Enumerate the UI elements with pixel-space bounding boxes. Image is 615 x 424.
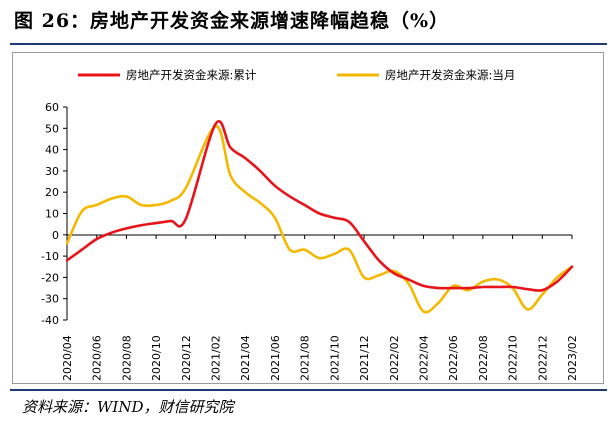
title-rule bbox=[10, 43, 607, 45]
y-tick-label: -10 bbox=[41, 250, 59, 263]
chart-frame bbox=[12, 52, 604, 384]
x-tick-label: 2021/10 bbox=[328, 335, 341, 381]
legend-label: 房地产开发资金来源:当月 bbox=[385, 68, 515, 82]
y-tick-label: -40 bbox=[41, 314, 59, 327]
x-tick-label: 2021/02 bbox=[210, 335, 223, 381]
y-tick-label: -20 bbox=[41, 271, 59, 284]
y-tick-label: 30 bbox=[45, 165, 59, 178]
x-tick-label: 2021/08 bbox=[299, 335, 312, 381]
bottom-rule bbox=[10, 389, 607, 391]
x-tick-label: 2022/02 bbox=[388, 335, 401, 381]
y-tick-label: -30 bbox=[41, 293, 59, 306]
x-tick-label: 2020/12 bbox=[180, 335, 193, 381]
series-line-cumulative bbox=[65, 120, 574, 292]
x-tick-label: 2020/06 bbox=[91, 335, 104, 381]
x-tick-label: 2020/10 bbox=[150, 335, 163, 381]
y-tick-label: 60 bbox=[45, 101, 59, 114]
y-tick-label: 20 bbox=[45, 186, 59, 199]
figure-title: 图 26：房地产开发资金来源增速降幅趋稳（%） bbox=[14, 10, 450, 32]
x-tick-label: 2022/12 bbox=[536, 335, 549, 381]
x-tick-label: 2022/08 bbox=[477, 335, 490, 381]
series-line-monthly bbox=[65, 124, 574, 314]
x-tick-label: 2021/04 bbox=[239, 335, 252, 381]
x-tick-label: 2021/12 bbox=[358, 335, 371, 381]
y-tick-label: 10 bbox=[45, 208, 59, 221]
source-note: 资料来源：WIND，财信研究院 bbox=[22, 398, 234, 416]
x-tick-label: 2020/04 bbox=[61, 335, 74, 381]
y-tick-label: 40 bbox=[45, 144, 59, 157]
x-tick-label: 2023/02 bbox=[566, 335, 579, 381]
x-tick-label: 2021/06 bbox=[269, 335, 282, 381]
x-tick-label: 2022/04 bbox=[417, 335, 430, 381]
y-tick-label: 50 bbox=[45, 122, 59, 135]
x-tick-label: 2020/08 bbox=[120, 335, 133, 381]
legend-label: 房地产开发资金来源:累计 bbox=[126, 68, 257, 82]
x-tick-label: 2022/10 bbox=[507, 335, 520, 381]
y-tick-label: 0 bbox=[52, 229, 59, 242]
x-tick-label: 2022/06 bbox=[447, 335, 460, 381]
